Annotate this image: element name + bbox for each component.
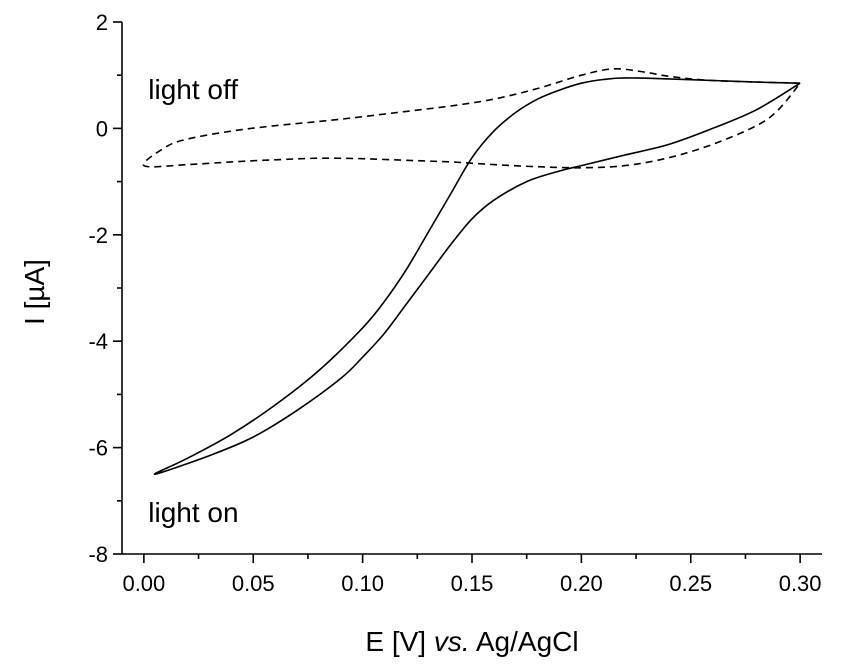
ticks: -8 -6 -4 -2 0 2 0.00 0.05 0.10 0.15 0.20 0.25 0.30 xyxy=(88,10,821,596)
x-tick-label: 0.30 xyxy=(779,571,822,596)
x-tick-label: 0.05 xyxy=(232,571,275,596)
y-tick-label: -4 xyxy=(88,329,108,354)
series-line-solid xyxy=(153,77,801,476)
y-tick-label: -6 xyxy=(88,436,108,461)
x-axis-title-tail: Ag/AgCl xyxy=(470,626,579,657)
x-tick-label: 0.10 xyxy=(341,571,384,596)
x-tick-label: 0.15 xyxy=(451,571,494,596)
x-axis-title: E [V] vs. Ag/AgCl xyxy=(365,626,578,657)
y-tick-label: 2 xyxy=(96,10,108,35)
x-tick-label: 0.25 xyxy=(669,571,712,596)
x-tick-label: 0.00 xyxy=(122,571,165,596)
annotation-light-on: light on xyxy=(148,497,238,528)
y-axis-title: I [µA] xyxy=(19,259,50,325)
annotation-light-off: light off xyxy=(148,74,238,105)
x-axis-title-main: E [V] xyxy=(365,626,433,657)
x-tick-label: 0.20 xyxy=(560,571,603,596)
y-tick-label: 0 xyxy=(96,116,108,141)
y-tick-label: -8 xyxy=(88,542,108,567)
y-tick-label: -2 xyxy=(88,223,108,248)
x-axis-title-italic: vs. xyxy=(434,626,470,657)
series-layer xyxy=(142,67,801,476)
series-line-dashed xyxy=(142,67,801,169)
annotations: light off light on xyxy=(148,74,238,528)
